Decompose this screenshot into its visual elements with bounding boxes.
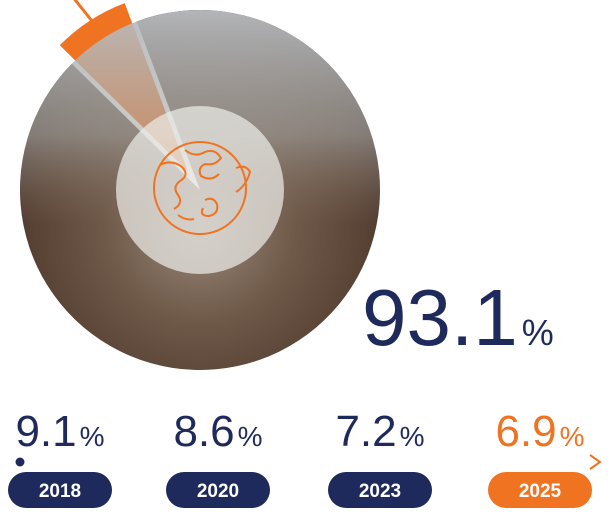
timeline-unit: % (238, 421, 263, 452)
leader-line (73, 0, 98, 27)
year-pill (166, 472, 270, 508)
main-value: 93.1% (362, 273, 554, 362)
timeline-unit: % (400, 421, 425, 452)
year-label: 2020 (197, 481, 239, 502)
timeline-number: 7.2 (335, 407, 396, 456)
year-label: 2023 (359, 481, 401, 502)
year-label: 2025 (519, 481, 562, 502)
timeline-number: 8.6 (173, 407, 234, 456)
timeline-value: 7.2% (335, 407, 424, 456)
timeline-value: 8.6% (173, 407, 262, 456)
timeline-value: 6.9% (495, 407, 584, 456)
timeline-start (15, 457, 25, 467)
year-pill (488, 472, 592, 508)
main-unit: % (522, 312, 554, 353)
timeline-number: 6.9 (495, 407, 556, 456)
timeline: 9.1 % 2018 8.6 % 2020 7.2 % 2023 6.9 % 2025 (8, 407, 592, 508)
timeline-unit: % (80, 421, 105, 452)
timeline-value: 9.1% (15, 407, 104, 456)
timeline-arrow (589, 454, 602, 470)
timeline-number: 9.1 (15, 407, 76, 456)
year-pill (328, 472, 432, 508)
globe-icon (153, 141, 252, 235)
center-disc (116, 106, 284, 274)
year-label: 2018 (39, 481, 81, 502)
timeline-unit: % (560, 421, 585, 452)
main-number: 93.1 (362, 273, 518, 362)
year-pill (8, 472, 112, 508)
